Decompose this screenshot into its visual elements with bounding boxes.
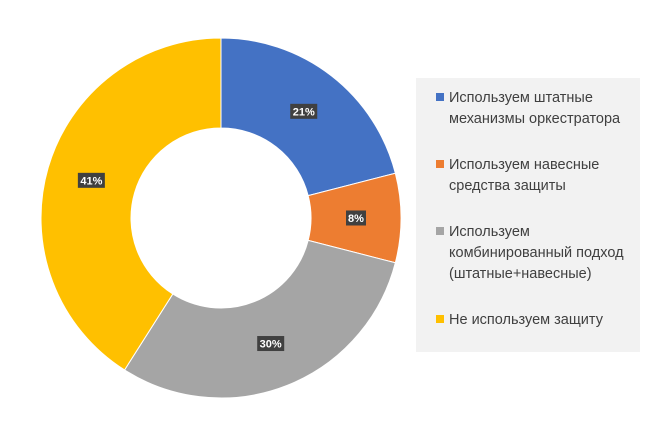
legend-label: Используем штатные механизмы оркестратор…	[449, 90, 621, 127]
slice-labels: 21% 8% 30% 41%	[77, 103, 366, 352]
slice-label-background	[257, 336, 285, 352]
slice-label-text: 30%	[260, 339, 282, 351]
slice-label-text: 21%	[293, 106, 315, 118]
slice-label-text: 41%	[80, 175, 102, 187]
legend-swatch	[436, 227, 444, 235]
legend-swatch	[436, 93, 444, 101]
legend-swatch	[436, 315, 444, 323]
slice-combined	[123, 239, 396, 399]
slice-label-text: 8%	[348, 213, 364, 225]
slice-value-label: 30%	[257, 336, 285, 352]
legend-label: Не используем защиту	[449, 312, 603, 328]
slice-value-label: 41%	[77, 172, 105, 188]
slice-label-background	[77, 172, 105, 188]
slice-label-background	[290, 103, 318, 119]
slice-label-background	[346, 210, 366, 226]
legend-item-combined: Используем комбинированный подход (штатн…	[436, 222, 640, 285]
legend-item-addon: Используем навесные средства защиты	[436, 155, 640, 197]
legend-label: Используем комбинированный подход (штатн…	[449, 224, 624, 282]
slice-none	[40, 37, 222, 371]
legend-item-staff: Используем штатные механизмы оркестратор…	[436, 88, 640, 130]
legend-swatch	[436, 160, 444, 168]
slice-value-label: 21%	[290, 103, 318, 119]
legend-label: Используем навесные средства защиты	[449, 157, 600, 194]
legend-item-none: Не используем защиту	[436, 310, 640, 331]
chart-legend: Используем штатные механизмы оркестратор…	[416, 78, 640, 352]
slice-value-label: 8%	[346, 210, 366, 226]
